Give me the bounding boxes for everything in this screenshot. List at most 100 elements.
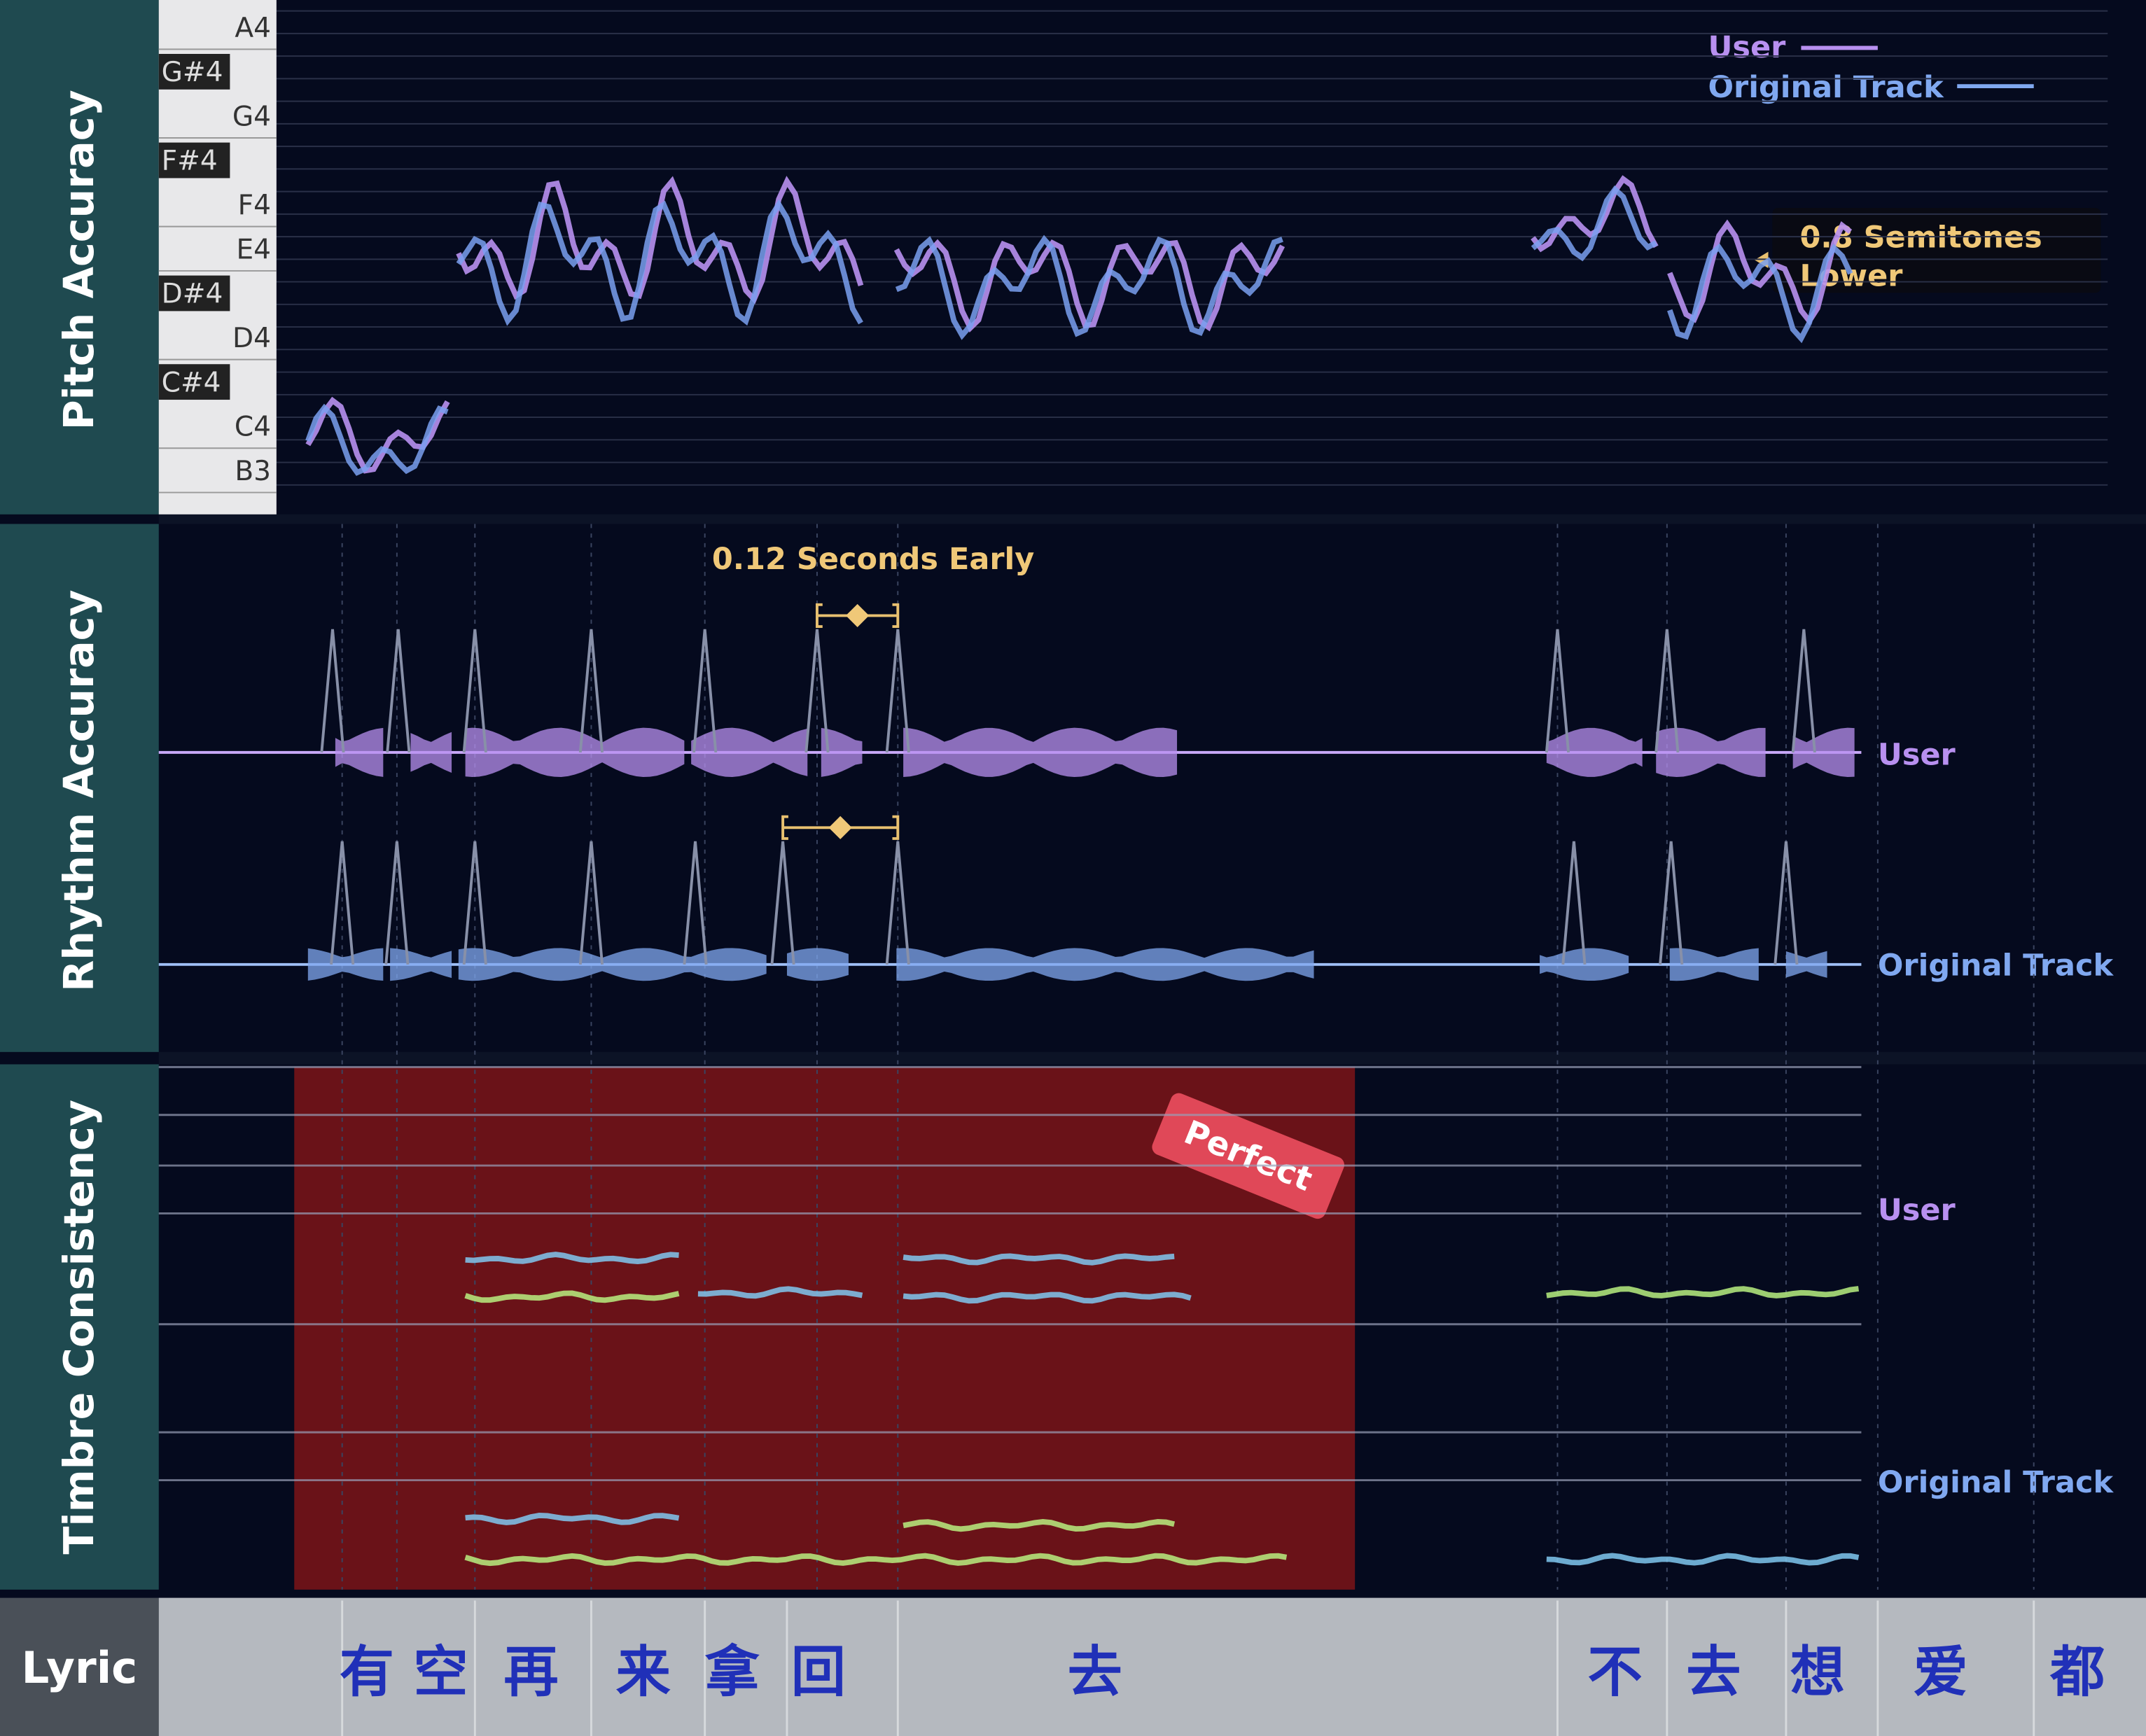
original-pitch-curve [456, 199, 863, 326]
onset-spike [1791, 629, 1816, 753]
note-label: B3 [235, 456, 271, 487]
onset-spike [1774, 841, 1799, 965]
note-label: F4 [238, 190, 271, 221]
timbre-track-original: Original Track [1878, 1465, 2114, 1500]
spectrogram-harmonic [465, 1252, 679, 1264]
note-label: C#4 [162, 367, 221, 398]
rhythm-track-original: Original Track [1878, 948, 2114, 983]
pitch-label: Pitch Accuracy [55, 90, 103, 430]
spectrogram-harmonic [1546, 1553, 1860, 1566]
onset-spike [1545, 629, 1570, 753]
onset-spike [384, 841, 410, 965]
note-label: E4 [236, 234, 271, 265]
timbre-label: Timbre Consistency [55, 1100, 103, 1555]
onset-spike [692, 629, 718, 753]
original-waveform [307, 948, 384, 981]
black-key [158, 275, 230, 312]
lyric-word: 来 [616, 1641, 671, 1704]
onset-spike [578, 629, 604, 753]
lyric-word: 想 [1790, 1641, 1845, 1704]
user-waveform [1792, 727, 1855, 778]
badge-bg [1152, 1093, 1344, 1219]
offset-marker [828, 816, 852, 839]
original-waveform [458, 948, 767, 981]
rhythm-annotation: 0.12 Seconds Early [712, 542, 1034, 577]
legend-original: Original Track [1708, 70, 1944, 105]
onset-spike [462, 841, 487, 965]
lyric-word: 回 [791, 1641, 846, 1704]
onset-spike [1654, 629, 1680, 753]
note-label: D#4 [162, 279, 223, 310]
user-pitch-curve [1667, 219, 1853, 326]
original-waveform [896, 948, 1314, 981]
rhythm-track-user: User [1878, 737, 1956, 772]
black-key [158, 364, 230, 400]
original-pitch-curve [305, 403, 449, 476]
spectrogram-harmonic [465, 1513, 680, 1525]
annotation-box [1772, 208, 2101, 293]
lyric-word: 不 [1587, 1641, 1642, 1704]
onset-spike [770, 841, 795, 965]
original-waveform [1669, 948, 1759, 981]
legend-user: User [1708, 30, 1786, 65]
spectrogram-harmonic [464, 1290, 680, 1303]
original-pitch-curve [1531, 185, 1658, 262]
user-waveform [903, 727, 1178, 778]
pitch-annotation: Lower [1799, 258, 1903, 293]
onset-spike [386, 629, 411, 753]
original-waveform [786, 948, 849, 981]
note-label: C4 [235, 412, 271, 443]
onset-spike [462, 629, 487, 753]
user-waveform [821, 727, 863, 777]
onset-spike [1561, 841, 1587, 965]
user-waveform [691, 727, 808, 778]
onset-spike [683, 841, 708, 965]
note-label: A4 [235, 13, 271, 44]
onset-spike [320, 629, 345, 753]
pitch-side-panel [0, 0, 159, 514]
onset-spike [804, 629, 830, 753]
onset-spike [1659, 841, 1684, 965]
spectrogram-harmonic [464, 1553, 1288, 1567]
timbre-side-panel [0, 1064, 159, 1590]
separator [158, 1051, 2146, 1065]
original-waveform [390, 948, 452, 981]
user-waveform [1656, 727, 1766, 778]
onset-spike [330, 841, 355, 965]
spectrogram-harmonic [1546, 1286, 1860, 1298]
user-waveform [410, 732, 452, 773]
lyric-label: Lyric [22, 1642, 138, 1693]
lyric-word: 去 [1686, 1641, 1741, 1704]
black-key [158, 142, 230, 178]
lyric-word: 爱 [1914, 1641, 1968, 1704]
onset-spike [885, 629, 910, 753]
separator [158, 514, 2146, 524]
rhythm-label: Rhythm Accuracy [55, 589, 103, 991]
note-label: G4 [232, 101, 271, 132]
spectrogram-harmonic [903, 1519, 1176, 1532]
onset-spike [578, 841, 604, 965]
note-label: G#4 [162, 57, 223, 88]
lyric-word: 再 [503, 1641, 558, 1704]
lyric-word: 有 [340, 1641, 394, 1704]
spectrogram-harmonic [697, 1286, 863, 1299]
onset-spike [885, 841, 910, 965]
timbre-track-user: User [1878, 1193, 1956, 1228]
black-key [158, 53, 230, 90]
original-pitch-curve [895, 234, 1283, 340]
rhythm-side-panel [0, 524, 159, 1052]
spectrogram-harmonic [903, 1292, 1192, 1304]
lyric-side-panel [0, 1597, 159, 1736]
lyric-word: 空 [413, 1641, 468, 1704]
lyric-word: 拿 [705, 1641, 760, 1704]
note-label: D4 [232, 323, 271, 354]
spectrogram-harmonic [903, 1253, 1175, 1266]
user-waveform [1546, 727, 1643, 777]
lyric-word: 去 [1068, 1641, 1122, 1704]
user-waveform [465, 727, 685, 778]
user-waveform [335, 727, 384, 777]
lyric-bar [158, 1597, 2146, 1736]
note-label: F#4 [162, 146, 218, 177]
lyric-word: 都 [2049, 1641, 2105, 1704]
